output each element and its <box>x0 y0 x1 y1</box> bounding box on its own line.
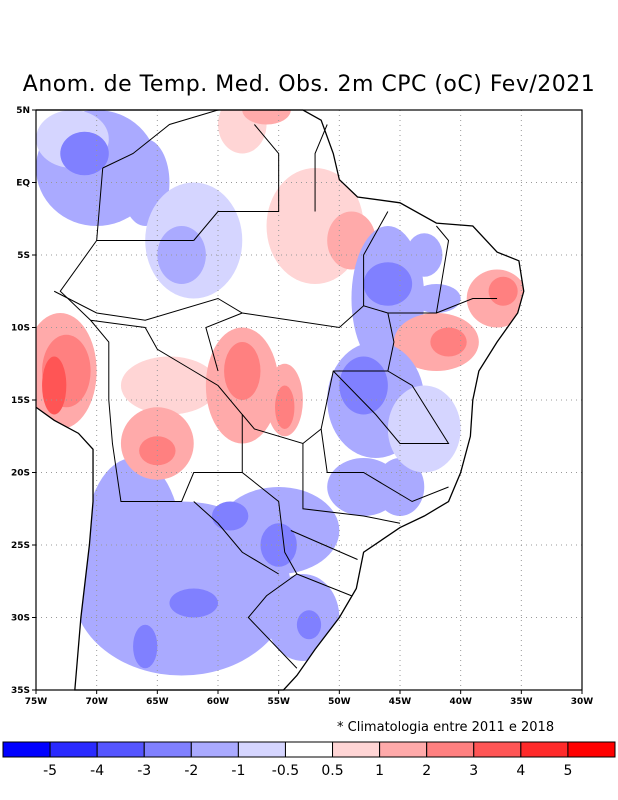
lat-tick-label: 25S <box>11 541 30 551</box>
colorbar-swatch <box>473 741 522 758</box>
anomaly-contour <box>339 356 388 415</box>
colorbar-swatch <box>284 741 334 758</box>
anomaly-contour <box>218 110 267 154</box>
lon-tick-label: 30W <box>571 697 594 707</box>
colorbar-label: 2 <box>422 763 431 779</box>
colorbar-swatch <box>49 741 98 758</box>
boundary-line <box>102 109 219 169</box>
boundary-line <box>290 530 358 560</box>
anomaly-contour <box>412 284 461 313</box>
lon-tick-label: 60W <box>207 697 230 707</box>
lon-tick-label: 40W <box>449 697 472 707</box>
colorbar-label: -1 <box>231 763 245 779</box>
colorbar-label: -3 <box>137 763 151 779</box>
colorbar-swatch <box>237 741 286 758</box>
boundary-line <box>205 312 243 372</box>
colorbar-label: -0.5 <box>272 763 299 779</box>
anomaly-contour <box>430 327 467 357</box>
boundary-line <box>296 573 352 597</box>
colorbar-swatch <box>190 741 239 758</box>
lat-tick-label: 15S <box>11 396 30 406</box>
boundary-line <box>387 225 450 314</box>
lon-tick-label: 65W <box>146 697 169 707</box>
anomaly-contour <box>387 385 461 473</box>
anomaly-contour <box>224 342 261 400</box>
boundary-line <box>302 443 401 524</box>
boundary-line <box>436 298 498 314</box>
boundary-line <box>59 167 298 669</box>
lat-tick-label: 5N <box>16 106 30 116</box>
colorbar-label: 1 <box>375 763 384 779</box>
anomaly-contour <box>211 501 249 531</box>
anomaly-contour <box>60 131 109 176</box>
anomaly-contour <box>363 262 413 306</box>
lat-tick-label: 30S <box>11 614 30 624</box>
anomaly-contour <box>133 624 158 669</box>
colorbar-swatch <box>143 741 192 758</box>
colorbar-swatch <box>520 741 569 758</box>
boundary-line <box>90 319 243 502</box>
colorbar-swatch <box>332 741 381 758</box>
colorbar-label: 0.5 <box>321 763 343 779</box>
lon-tick-label: 50W <box>328 697 351 707</box>
boundary-line <box>363 211 389 306</box>
colorbar-label: -5 <box>43 763 57 779</box>
colorbar-label: -2 <box>184 763 198 779</box>
lat-tick-label: 10S <box>11 324 30 334</box>
anomaly-contour <box>242 110 291 125</box>
coastline <box>35 109 525 691</box>
lat-tick-label: 5S <box>17 251 30 261</box>
colorbar-swatch <box>96 741 145 758</box>
climatology-note: * Climatologia entre 2011 e 2018 <box>337 720 555 735</box>
lon-tick-label: 35W <box>510 697 533 707</box>
colorbar-label: -4 <box>90 763 104 779</box>
colorbar-swatch <box>2 741 51 758</box>
map-title: Anom. de Temp. Med. Obs. 2m CPC (oC) Fev… <box>22 72 596 97</box>
lon-tick-label: 55W <box>267 697 290 707</box>
anomaly-contour <box>296 610 322 640</box>
boundary-line <box>332 370 450 444</box>
anomaly-contour <box>169 588 218 618</box>
lon-tick-label: 45W <box>389 697 412 707</box>
lon-tick-label: 75W <box>25 697 48 707</box>
colorbar-swatch <box>567 741 616 758</box>
anomaly-contour <box>120 356 218 415</box>
anomaly-contour <box>42 356 67 415</box>
anomaly-contour <box>406 233 443 277</box>
colorbar-label: 5 <box>563 763 572 779</box>
boundary-line <box>193 124 280 241</box>
anomaly-contour <box>488 276 518 306</box>
colorbar-label: 3 <box>469 763 478 779</box>
boundary-line <box>320 428 449 503</box>
lon-tick-label: 70W <box>85 697 108 707</box>
anomaly-contour <box>275 385 295 429</box>
boundary-line <box>193 501 279 575</box>
colorbar-swatch <box>426 741 475 758</box>
lat-tick-label: 20S <box>11 469 30 479</box>
lat-tick-label: 35S <box>11 686 30 696</box>
colorbar-swatch <box>379 741 428 758</box>
boundary-line <box>314 124 328 212</box>
lat-tick-label: EQ <box>16 179 30 189</box>
colorbar-label: 4 <box>516 763 525 779</box>
